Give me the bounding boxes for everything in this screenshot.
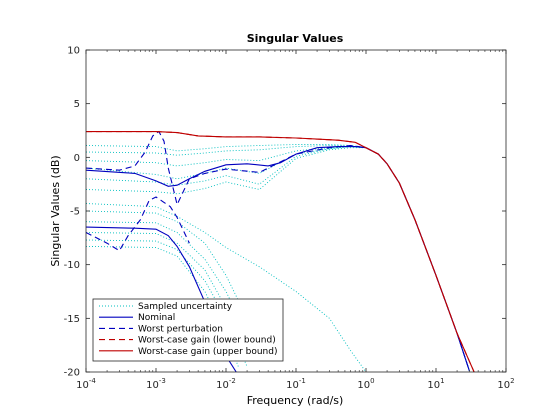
x-tick-label: 101 xyxy=(427,377,444,391)
x-tick-label: 102 xyxy=(497,377,514,391)
worst-case-gain-upper-bound-line xyxy=(86,131,475,372)
y-tick-label: -20 xyxy=(64,368,80,379)
y-tick-label: 0 xyxy=(74,153,80,164)
worst-perturbation-line xyxy=(86,130,470,372)
chart-title: Singular Values xyxy=(247,32,344,45)
x-tick-label: 10-4 xyxy=(76,377,96,391)
legend-label: Nominal xyxy=(138,313,175,323)
y-tick-label: 5 xyxy=(74,99,80,110)
legend-label: Worst-case gain (upper bound) xyxy=(138,347,277,357)
y-tick-label: 10 xyxy=(67,46,80,57)
y-tick-label: -10 xyxy=(64,260,80,271)
x-tick-label: 100 xyxy=(357,377,374,391)
x-tick-label: 10-2 xyxy=(216,377,236,391)
x-tick-label: 10-1 xyxy=(286,377,306,391)
y-tick-label: -15 xyxy=(64,314,80,325)
worst-perturbation-line xyxy=(86,196,190,252)
y-axis-label: Singular Values (dB) xyxy=(49,155,62,266)
y-tick-label: -5 xyxy=(70,207,80,218)
sampled-uncertainty-line xyxy=(86,203,367,372)
sampled-uncertainty-line xyxy=(86,147,470,372)
legend-label: Sampled uncertainty xyxy=(138,302,233,312)
ticks-layer: 10-4 10-3 10-2 10-1 100 101 102 -20 -15 -10 -5 0 5 10 xyxy=(64,46,515,392)
legend-label: Worst perturbation xyxy=(138,324,223,334)
x-tick-label: 10-3 xyxy=(146,377,166,391)
legend-label: Worst-case gain (lower bound) xyxy=(138,336,276,346)
x-axis-label: Frequency (rad/s) xyxy=(247,394,344,407)
